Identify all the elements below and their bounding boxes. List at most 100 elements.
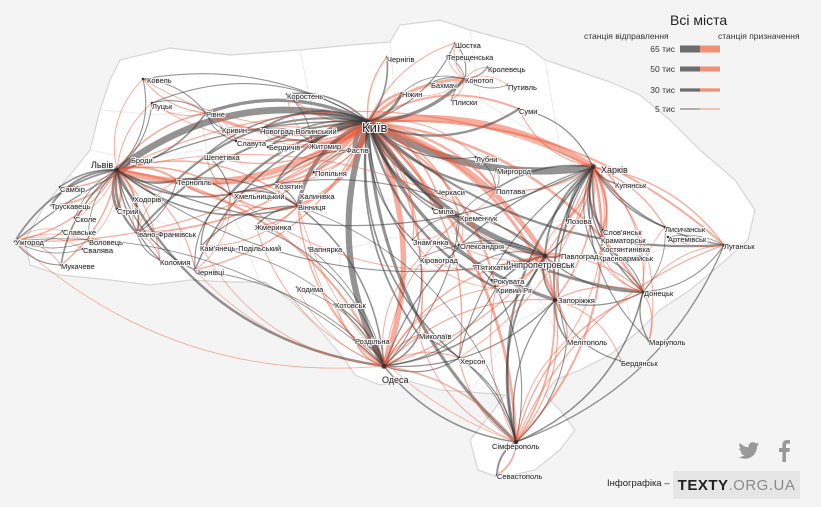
city-label[interactable]: Славське	[62, 227, 97, 238]
city-label[interactable]: Фастів	[345, 145, 370, 156]
city-label[interactable]: Сміла	[432, 206, 456, 217]
city-label[interactable]: Костянтинівка	[600, 244, 652, 255]
flow-departure	[506, 165, 595, 444]
city-label[interactable]: Миргород	[496, 166, 533, 177]
city-label[interactable]: Кривий Ріг	[495, 285, 534, 296]
city-label[interactable]: Маріуполь	[648, 337, 687, 348]
city-label[interactable]: Ніжин	[401, 89, 423, 100]
city-label[interactable]: Одеса	[381, 374, 410, 386]
city-label[interactable]: Бердянськ	[620, 358, 659, 369]
legend-value: 65 тис	[650, 44, 675, 54]
city-label[interactable]: Полтава	[495, 186, 527, 197]
city-label[interactable]: Кролевець	[487, 64, 526, 75]
city-label[interactable]: Калинівка	[299, 191, 336, 202]
city-label[interactable]: Бахмач	[430, 80, 458, 91]
city-label[interactable]: Луцьк	[151, 101, 174, 112]
city-label[interactable]: Івано-Франківськ	[136, 229, 198, 240]
city-label[interactable]: Лозова	[566, 216, 593, 227]
city-label[interactable]: Мукачеве	[60, 261, 96, 272]
city-label[interactable]: Луганськ	[723, 241, 756, 252]
city-label[interactable]: Павлоград	[560, 251, 600, 262]
city-label[interactable]: Славута	[236, 138, 268, 149]
flow-departure	[116, 102, 153, 171]
city-label[interactable]: Вінниця	[297, 202, 327, 213]
city-label[interactable]: Трускавець	[50, 201, 92, 212]
city-label[interactable]: Сколе	[74, 214, 97, 225]
city-label[interactable]: Попільня	[314, 168, 348, 179]
city-label[interactable]: Самбір	[59, 184, 86, 195]
city-label[interactable]: Лубни	[475, 154, 498, 165]
city-label[interactable]: Конотоп	[464, 75, 494, 86]
city-label[interactable]: Воловець	[88, 237, 124, 248]
city-label[interactable]: Коростень	[286, 91, 324, 102]
city-label[interactable]: Черкаси	[435, 187, 466, 198]
city-label[interactable]: Лисичанськ	[664, 224, 707, 235]
city-label[interactable]: Знам'янка	[412, 237, 450, 248]
city-label[interactable]: Миколаїв	[418, 331, 452, 342]
city-label[interactable]: Кодима	[296, 284, 325, 295]
city-label[interactable]: Мелітополь	[566, 337, 608, 348]
city-label[interactable]: Купянськ	[614, 180, 648, 191]
facebook-icon[interactable]	[777, 440, 791, 462]
city-label[interactable]: Дніпропетровськ	[504, 259, 576, 271]
flow-arrival	[14, 240, 385, 369]
city-label[interactable]: Красноармійськ	[597, 253, 655, 264]
city-label[interactable]: Київ	[361, 119, 388, 136]
city-label[interactable]: Плиски	[451, 97, 478, 108]
city-label[interactable]: Кіровоград	[419, 255, 460, 266]
city-marker	[158, 258, 162, 262]
city-label[interactable]: Чернігів	[386, 54, 416, 65]
flow-arrival	[205, 121, 369, 165]
city-label[interactable]: Кам'янець-Подільський	[199, 243, 282, 254]
city-label[interactable]: Броди	[130, 155, 154, 166]
city-label[interactable]: Котовськ	[334, 300, 367, 311]
city-label[interactable]: Коломия	[159, 257, 191, 268]
city-label[interactable]: Львів	[90, 159, 114, 171]
texty-logo[interactable]: TEXTY .ORG.UA	[673, 471, 800, 499]
city-label[interactable]: Ужгород	[14, 237, 45, 248]
flow-departure	[259, 127, 313, 144]
city-label[interactable]: Хмельницький	[233, 191, 286, 202]
flow-arrival	[205, 154, 231, 195]
city-label[interactable]: Роздільна	[354, 336, 392, 347]
city-label[interactable]: Козятин	[274, 181, 304, 192]
city-label[interactable]: Стрий	[116, 206, 139, 217]
city-label[interactable]: Ковель	[146, 75, 173, 86]
city-label[interactable]: Слов'янськ	[602, 227, 643, 238]
city-label[interactable]: Артемівськ	[667, 234, 708, 245]
city-label[interactable]: Севастополь	[496, 471, 543, 482]
city-label[interactable]: Херсон	[459, 356, 487, 367]
city-label[interactable]: Новоград-Волинський	[259, 126, 338, 137]
city-label[interactable]: Олександрія	[459, 241, 505, 252]
city-label[interactable]: Свалява	[82, 245, 115, 256]
city-label[interactable]: Кременчук	[459, 213, 499, 224]
city-label[interactable]: Бердичів	[268, 142, 301, 153]
city-label[interactable]: Суми	[518, 106, 538, 117]
flow-departure	[367, 121, 477, 160]
city-label[interactable]: Ходорів	[133, 194, 162, 205]
city-label[interactable]: Вапнярка	[308, 244, 344, 255]
city-label[interactable]: Шепетівка	[203, 152, 242, 163]
city-label[interactable]: Жмеринка	[254, 222, 293, 233]
city-label[interactable]: Рівне	[205, 109, 226, 120]
city-marker	[599, 236, 603, 240]
city-label[interactable]: Путивль	[507, 82, 538, 93]
city-label[interactable]: Терещенська	[446, 52, 495, 63]
city-label[interactable]: Житомир	[308, 141, 342, 152]
city-label[interactable]: Кривин	[221, 125, 248, 136]
city-label[interactable]: Рокувата	[492, 276, 526, 287]
flow-departure	[297, 205, 385, 367]
city-label[interactable]: Тернопіль	[176, 177, 213, 188]
flow-departure	[557, 166, 594, 341]
city-label[interactable]: П'ятихатки	[473, 262, 512, 273]
city-label[interactable]: Чернівці	[194, 267, 225, 278]
legend: Всі міста станція відправлення станція п…	[584, 12, 800, 114]
city-label[interactable]: Донецьк	[643, 288, 675, 299]
city-label[interactable]: Запоріжжя	[557, 295, 596, 306]
city-label[interactable]: Сімферополь	[491, 441, 540, 452]
twitter-icon[interactable]	[738, 441, 760, 461]
city-label[interactable]: Харків	[600, 164, 629, 176]
city-label[interactable]: Краматорськ	[600, 235, 647, 246]
city-label[interactable]: Шостка	[454, 40, 483, 51]
flow-arrival	[446, 55, 466, 80]
